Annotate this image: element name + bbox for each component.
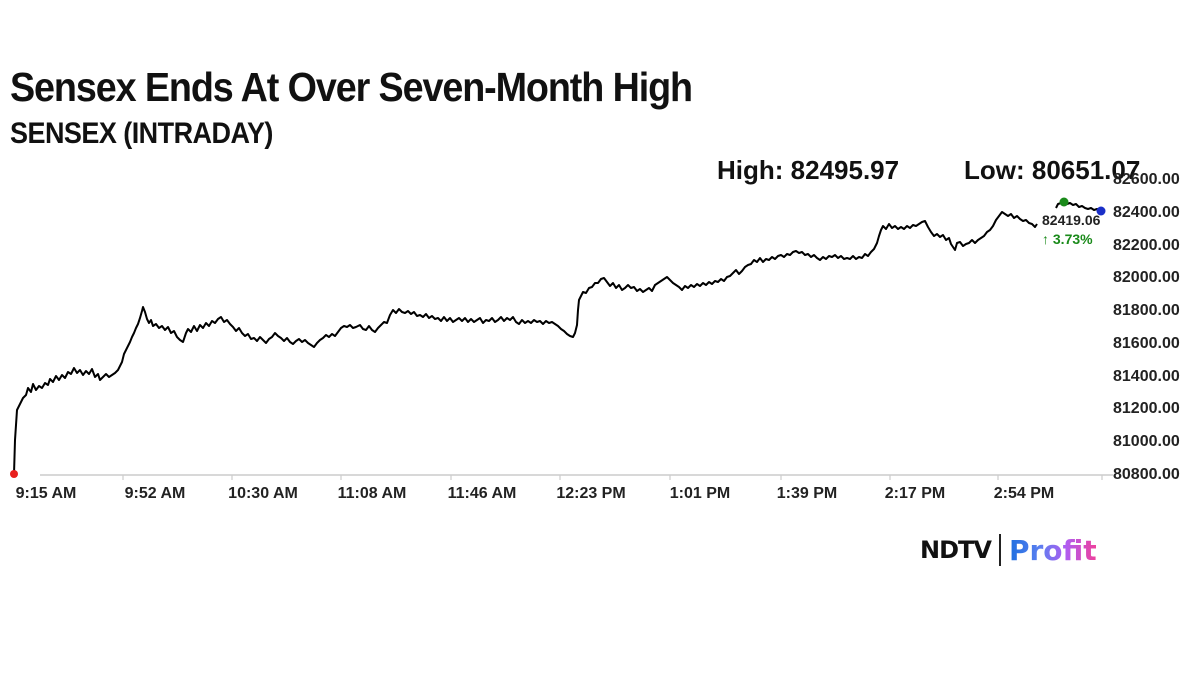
x-tick-label: 2:54 PM xyxy=(993,485,1055,502)
y-tick-label: 81200.00 xyxy=(1113,400,1180,417)
y-tick-label: 82200.00 xyxy=(1113,237,1180,254)
x-tick-label: 11:08 AM xyxy=(337,485,407,502)
x-tick-label: 1:39 PM xyxy=(776,485,838,502)
ndtv-profit-logo: NDTV Profit xyxy=(920,533,1097,567)
x-tick-label: 1:01 PM xyxy=(669,485,731,502)
x-axis-ticks xyxy=(122,475,1103,480)
logo-divider xyxy=(998,534,1001,566)
y-tick-label: 82000.00 xyxy=(1113,269,1180,286)
high-marker xyxy=(1059,197,1069,207)
x-tick-label: 10:30 AM xyxy=(228,485,298,502)
high-stat: High: 82495.97 xyxy=(717,155,900,185)
last-marker xyxy=(1096,206,1106,216)
y-tick-label: 81800.00 xyxy=(1113,302,1180,319)
chart-title: Sensex Ends At Over Seven-Month High xyxy=(10,64,693,110)
y-tick-label: 81600.00 xyxy=(1113,335,1180,352)
y-tick-label: 82400.00 xyxy=(1113,204,1180,221)
y-tick-label: 81400.00 xyxy=(1113,368,1180,385)
change-percent-label: ↑ 3.73% xyxy=(1042,231,1093,247)
x-tick-label: 11:46 AM xyxy=(447,485,517,502)
y-tick-label: 82600.00 xyxy=(1113,171,1180,188)
low-stat: Low: 80651.07 xyxy=(964,155,1141,185)
sensex-line xyxy=(13,211,1038,475)
last-value-label: 82419.06 xyxy=(1042,212,1101,228)
logo-product: Profit xyxy=(1008,533,1097,567)
x-tick-label: 9:52 AM xyxy=(124,485,186,502)
chart-subtitle: SENSEX (INTRADAY) xyxy=(10,117,273,150)
x-tick-label: 9:15 AM xyxy=(15,485,77,502)
y-tick-label: 81000.00 xyxy=(1113,433,1180,450)
start-marker xyxy=(10,470,18,478)
logo-brand: NDTV xyxy=(920,536,992,564)
y-tick-label: 80800.00 xyxy=(1113,466,1180,483)
x-tick-label: 2:17 PM xyxy=(884,485,946,502)
x-tick-label: 12:23 PM xyxy=(556,485,626,502)
